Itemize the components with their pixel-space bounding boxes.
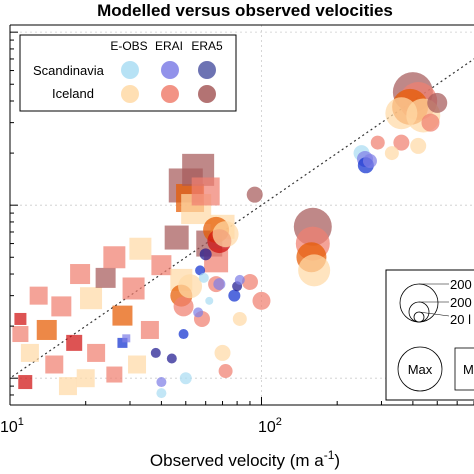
legend-col-era5: ERA5 (191, 39, 223, 53)
axes-frame (9, 24, 474, 406)
legend-swatch-iceland-era5 (198, 85, 216, 103)
scandinavia-circle-marker (156, 377, 167, 388)
iceland-circle-marker (298, 254, 331, 287)
iceland-square-marker (51, 296, 72, 317)
size-legend-leader-3 (418, 311, 450, 317)
iceland-square-marker (106, 366, 123, 383)
legend-col-erai: ERAI (155, 39, 183, 53)
legend-col-eobs: E-OBS (110, 39, 147, 53)
size-legend-max-square (454, 347, 474, 391)
iceland-circle-marker (212, 221, 239, 248)
iceland-circle-marker (385, 97, 418, 130)
iceland-square-marker (151, 255, 172, 276)
iceland-square-marker (66, 334, 83, 351)
size-legend-label-2: 200 (450, 295, 472, 310)
iceland-square-marker (12, 326, 29, 343)
size-legend-max-circle (397, 346, 443, 392)
iceland-square-marker (191, 177, 220, 206)
legend-swatch-iceland-erai (161, 85, 179, 103)
x-tick-label-100: 102 (258, 416, 282, 436)
scandinavia-circle-marker (205, 296, 214, 305)
legend-row-scandinavia: Scandinavia (33, 63, 105, 78)
axis-ticks (9, 31, 474, 406)
scandinavia-circle-marker (213, 278, 226, 291)
iceland-square-marker (95, 267, 116, 288)
iceland-square-marker (87, 343, 106, 362)
size-legend-max-label: Max (408, 362, 433, 377)
legend: E-OBS ERAI ERA5 Scandinavia Iceland (19, 34, 237, 112)
iceland-square-marker (129, 237, 152, 260)
iceland-square-marker (140, 320, 159, 339)
scandinavia-circle-marker (228, 289, 241, 302)
scandinavia-circle-marker (198, 272, 209, 283)
size-legend-second-max-label: M (463, 362, 474, 377)
scandinavia-circle-marker (199, 248, 212, 261)
iceland-circle-marker (241, 273, 258, 290)
iceland-square-marker (103, 246, 126, 269)
iceland-square-marker (29, 286, 48, 305)
iceland-square-marker (18, 375, 33, 390)
iceland-circle-marker (370, 135, 385, 150)
iceland-square-marker (20, 343, 39, 362)
x-tick-label-10: 101 (0, 416, 24, 436)
iceland-square-marker (128, 355, 147, 374)
iceland-square-marker (14, 312, 27, 325)
iceland-circle-marker (173, 296, 194, 317)
iceland-circle-marker (384, 146, 399, 161)
data-markers (12, 72, 448, 399)
scandinavia-circle-marker (150, 347, 161, 358)
iceland-circle-marker (178, 274, 203, 299)
size-legend: 200 200 20 l Max M (385, 269, 474, 401)
scandinavia-circle-marker (362, 154, 377, 169)
size-legend-box (385, 269, 474, 401)
iceland-circle-marker (421, 113, 440, 132)
iceland-square-marker (164, 225, 189, 250)
legend-swatch-iceland-eobs (121, 85, 139, 103)
x-tick-labels: 101 102 (0, 416, 282, 436)
iceland-square-marker (45, 355, 64, 374)
scandinavia-circle-marker (178, 329, 189, 340)
iceland-circle-marker (246, 186, 263, 203)
scandinavia-circle-marker (166, 353, 177, 364)
iceland-circle-marker (427, 92, 448, 113)
iceland-square-marker (58, 377, 77, 396)
scandinavia-square-marker (122, 334, 131, 343)
iceland-circle-marker (252, 291, 271, 310)
iceland-circle-marker (410, 137, 427, 154)
scandinavia-circle-marker (234, 274, 245, 285)
iceland-square-marker (36, 319, 57, 340)
legend-swatch-scandinavia-eobs (121, 61, 139, 79)
legend-swatch-scandinavia-era5 (198, 61, 216, 79)
legend-swatch-scandinavia-erai (161, 61, 179, 79)
scandinavia-circle-marker (193, 307, 204, 318)
scandinavia-circle-marker (156, 388, 167, 399)
iceland-circle-marker (232, 311, 247, 326)
iceland-square-marker (122, 277, 145, 300)
iceland-circle-marker (214, 344, 231, 361)
iceland-square-marker (70, 264, 91, 285)
iceland-square-marker (76, 369, 95, 388)
scandinavia-circle-marker (179, 372, 192, 385)
x-axis-label: Observed velocity (m a-1) (150, 448, 340, 470)
chart-title: Modelled versus observed velocities (97, 1, 393, 20)
legend-row-iceland: Iceland (52, 86, 94, 101)
iceland-circle-marker (218, 364, 233, 379)
size-legend-label-3: 20 l (450, 312, 471, 327)
size-legend-label-1: 200 (450, 277, 472, 292)
iceland-circle-marker (393, 134, 410, 151)
scandinavia-circle-marker (195, 265, 206, 276)
iceland-square-marker (112, 305, 133, 326)
iceland-square-marker (80, 287, 103, 310)
scandinavia-square-marker (117, 337, 128, 348)
